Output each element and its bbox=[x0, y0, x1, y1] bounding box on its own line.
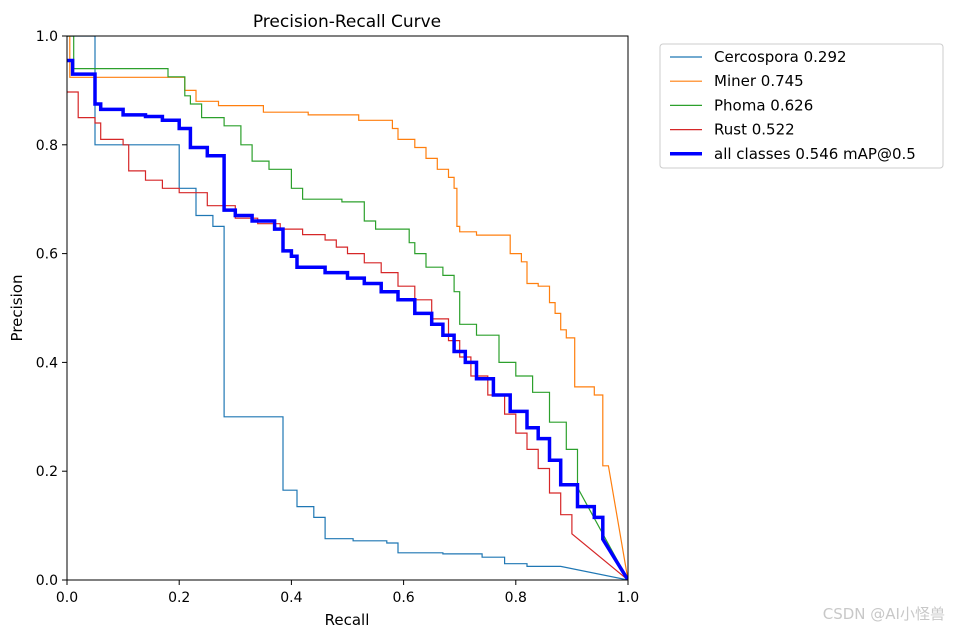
x-axis: 0.0 0.2 0.4 0.6 0.8 1.0 bbox=[56, 580, 639, 606]
legend: Cercospora 0.292 Miner 0.745 Phoma 0.626 Ru… bbox=[659, 43, 944, 169]
y-tick-label: 1.0 bbox=[36, 29, 58, 45]
x-axis-label: Recall bbox=[325, 611, 370, 629]
x-tick-label: 0.6 bbox=[392, 590, 414, 606]
y-tick-label: 0.4 bbox=[36, 355, 58, 371]
legend-label-1: Miner 0.745 bbox=[714, 72, 804, 90]
x-tick-label: 1.0 bbox=[617, 590, 639, 606]
x-tick-label: 0.0 bbox=[56, 590, 78, 606]
series-line-3 bbox=[67, 91, 628, 580]
y-tick-label: 0.8 bbox=[36, 138, 58, 154]
y-tick-label: 0.0 bbox=[36, 573, 58, 589]
legend-label-4: all classes 0.546 mAP@0.5 bbox=[714, 145, 916, 163]
plot-frame bbox=[66, 35, 629, 581]
y-axis-label: Precision bbox=[8, 275, 26, 342]
series-line-2 bbox=[67, 36, 628, 580]
legend-label-0: Cercospora 0.292 bbox=[714, 48, 847, 66]
series-line-4 bbox=[67, 58, 628, 580]
x-tick-label: 0.8 bbox=[505, 590, 527, 606]
x-tick-label: 0.2 bbox=[168, 590, 190, 606]
watermark: CSDN @AI小怪兽 bbox=[822, 605, 945, 623]
legend-label-3: Rust 0.522 bbox=[714, 121, 795, 139]
series-layer bbox=[67, 36, 628, 580]
series-line-1 bbox=[67, 36, 628, 580]
y-tick-label: 0.6 bbox=[36, 247, 58, 263]
chart-title: Precision-Recall Curve bbox=[253, 12, 441, 32]
legend-frame bbox=[659, 43, 944, 169]
x-tick-label: 0.4 bbox=[280, 590, 302, 606]
y-axis: 0.0 0.2 0.4 0.6 0.8 1.0 bbox=[36, 29, 67, 589]
y-tick-label: 0.2 bbox=[36, 464, 58, 480]
series-line-0 bbox=[67, 36, 628, 580]
legend-label-2: Phoma 0.626 bbox=[714, 96, 813, 114]
